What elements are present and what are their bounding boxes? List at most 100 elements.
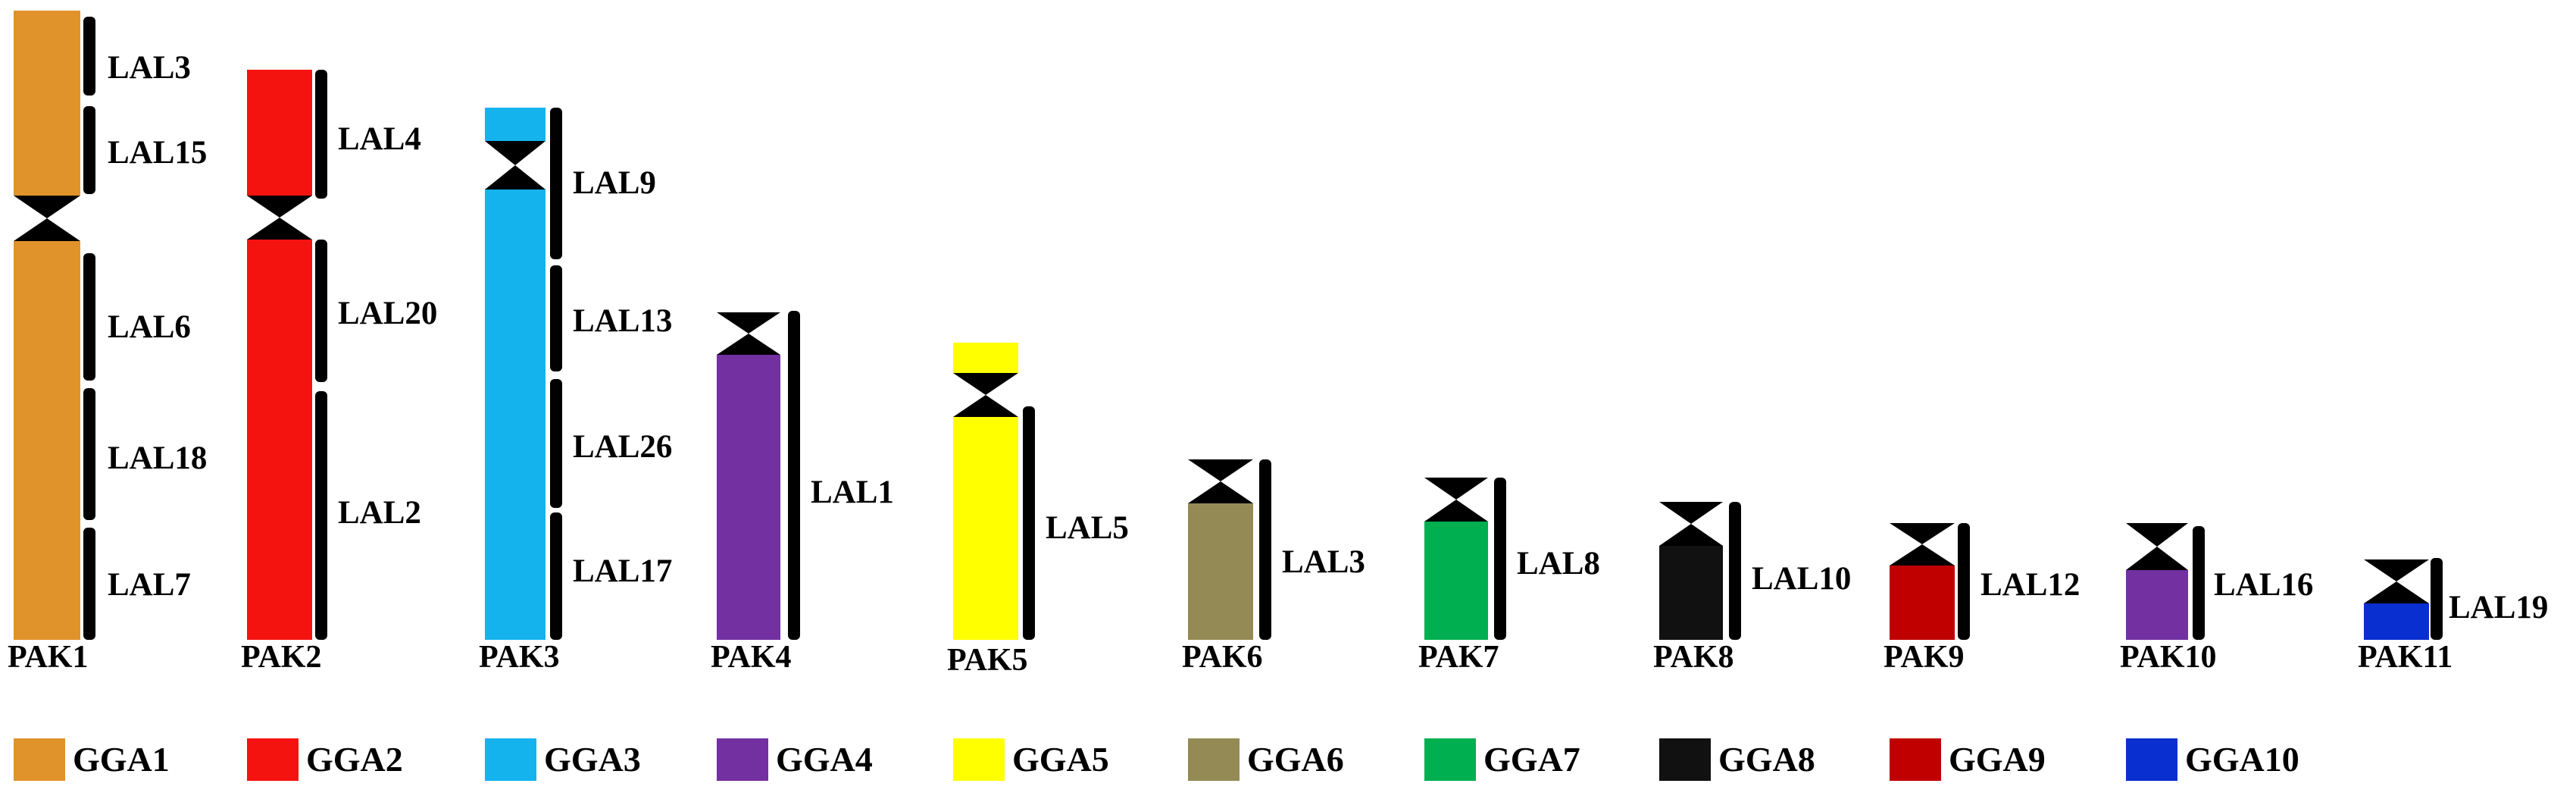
chromosome-block [485,190,546,640]
segment-label: LAL1 [811,475,894,510]
chromosome-block [1659,546,1723,640]
chromosome-name: PAK2 [241,640,322,675]
centromere-icon [1659,502,1723,546]
legend-label: GGA2 [306,740,403,779]
chromosome-pak7: LAL8 PAK7 [1418,478,1600,675]
segment-label: LAL8 [1517,546,1600,581]
chromosome-block [1188,503,1253,640]
chromosome-pak3: LAL9 LAL13 LAL26 LAL17 PAK3 [479,108,672,675]
legend-item: GGA2 [247,738,403,781]
segment-bracket [315,70,327,199]
chromosome-block [14,11,80,196]
chromosome-pak2: LAL4 LAL20 LAL2 PAK2 [241,70,437,675]
legend-label: GGA6 [1247,740,1344,779]
segment-bracket [83,528,95,640]
segment-bracket [1259,459,1271,640]
segment-bracket [550,379,562,508]
chromosome-block [14,241,80,640]
segment-bracket [83,17,95,96]
segment-label: LAL3 [1282,544,1365,580]
legend-item: GGA5 [953,738,1109,781]
segment-label: LAL26 [573,429,672,465]
chromosome-pak4: LAL1 PAK4 [711,311,894,675]
segment-label: LAL20 [338,296,437,331]
chromosome-name: PAK4 [711,640,792,675]
chromosome-name: PAK9 [1884,640,1965,675]
legend-item: GGA7 [1424,738,1580,781]
centromere-icon [485,141,546,190]
segment-bracket [550,108,562,259]
legend-swatch [1659,738,1711,781]
legend-label: GGA3 [544,740,641,779]
legend-item: GGA9 [1890,738,2046,781]
legend-swatch [2126,738,2177,781]
chromosome-pak5: LAL5 PAK5 [947,343,1129,678]
segment-bracket [1729,502,1741,640]
chromosome-name: PAK3 [479,640,560,675]
legend-swatch [1188,738,1240,781]
segment-label: LAL13 [573,303,672,339]
segment-bracket [788,311,800,640]
segment-label: LAL15 [108,135,207,171]
centromere-icon [953,373,1018,417]
legend-item: GGA8 [1659,738,1815,781]
chromosome-block [953,417,1018,640]
chromosome-name: PAK10 [2120,640,2217,675]
legend-label: GGA9 [1949,740,2046,779]
legend: GGA1 GGA2 GGA3 GGA4 GGA5 GGA6 GGA7 GGA8 GGA9 GGA1… [14,738,2299,781]
legend-swatch [717,738,768,781]
legend-label: GGA5 [1012,740,1109,779]
segment-label: LAL19 [2449,590,2548,625]
segment-bracket [315,391,327,640]
legend-swatch [953,738,1005,781]
legend-swatch [14,738,65,781]
segment-label: LAL7 [108,567,191,603]
centromere-icon [717,312,780,355]
legend-item: GGA1 [14,738,170,781]
legend-item: GGA3 [485,738,641,781]
chromosome-block [2364,603,2429,640]
centromere-icon [1188,459,1253,503]
chromosome-block [1890,566,1955,640]
centromere-icon [1424,478,1488,522]
segment-label: LAL6 [108,309,191,345]
segment-label: LAL2 [338,495,421,531]
segment-label: LAL16 [2214,567,2313,603]
segment-label: LAL17 [573,553,672,589]
chromosome-block [953,343,1018,373]
segment-label: LAL9 [573,165,656,201]
segment-bracket [1494,478,1506,640]
legend-item: GGA10 [2126,738,2299,781]
legend-item: GGA4 [717,738,873,781]
segment-bracket [2431,558,2443,640]
chromosome-pak8: LAL10 PAK8 [1653,502,1851,675]
chromosome-set: LAL3 LAL15 LAL6 LAL18 LAL7 PAK1 LAL4 LAL20 LAL2 P… [8,11,2548,678]
segment-bracket [315,240,327,382]
legend-swatch [247,738,299,781]
chromosome-block [1424,522,1488,640]
segment-label: LAL3 [108,50,191,86]
legend-swatch [485,738,536,781]
segment-label: LAL10 [1752,561,1851,597]
segment-bracket [1023,406,1035,640]
chromosome-pak10: LAL16 PAK10 [2120,523,2313,675]
segment-label: LAL4 [338,121,421,157]
chromosome-pak11: LAL19 PAK11 [2358,558,2548,675]
centromere-icon [14,196,80,241]
centromere-icon [1890,523,1955,566]
chromosome-block [717,355,780,640]
segment-label: LAL5 [1046,510,1129,546]
chromosome-block [247,240,312,640]
legend-label: GGA1 [73,740,170,779]
chromosome-name: PAK5 [947,643,1028,678]
segment-bracket [83,106,95,194]
legend-swatch [1424,738,1476,781]
segment-label: LAL18 [108,440,207,476]
centromere-icon [2364,559,2429,603]
legend-item: GGA6 [1188,738,1344,781]
chromosome-name: PAK6 [1182,640,1263,675]
chromosome-name: PAK7 [1418,640,1499,675]
centromere-icon [247,196,312,240]
chromosome-pak9: LAL12 PAK9 [1884,523,2080,675]
